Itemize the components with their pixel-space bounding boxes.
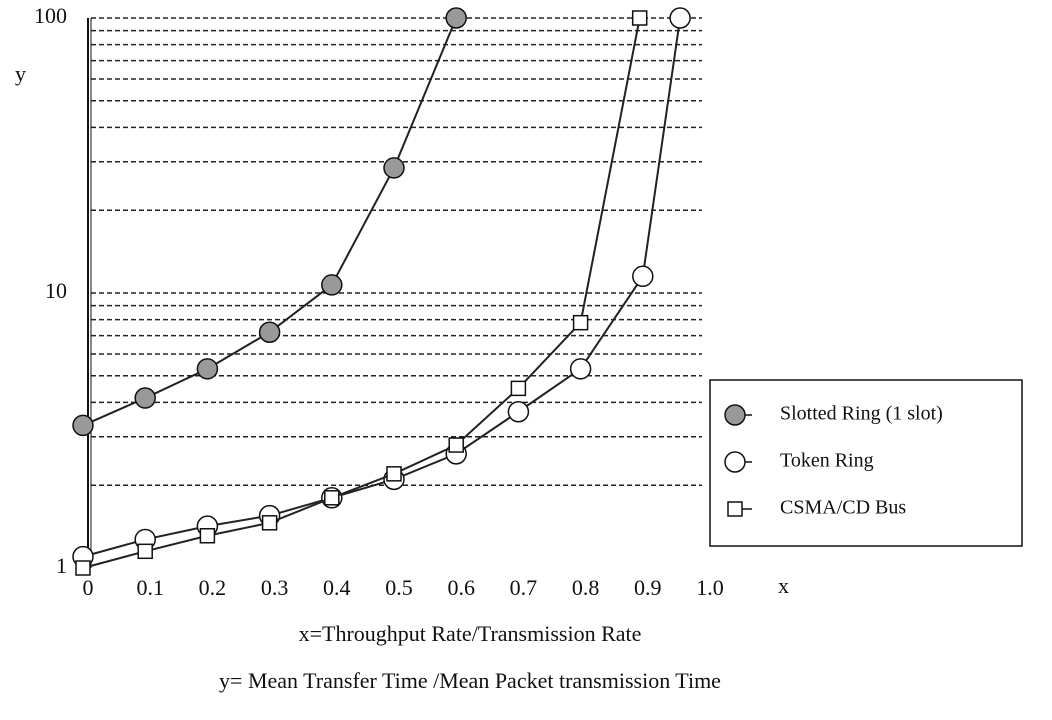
legend-label: Token Ring: [780, 450, 874, 472]
point: [572, 314, 589, 331]
point: [258, 321, 281, 343]
point: [321, 274, 343, 296]
point: [383, 157, 405, 179]
x-title: x=Throughput Rate/Transmission Rate: [299, 621, 642, 646]
point: [669, 7, 691, 29]
point: [134, 387, 156, 409]
point: [72, 414, 94, 437]
point: [199, 528, 216, 544]
point: [632, 265, 654, 288]
point: [324, 490, 340, 506]
point: [386, 466, 402, 482]
x-tick-label: 0.1: [136, 575, 164, 600]
point: [261, 515, 278, 531]
legend-marker: [727, 501, 743, 517]
x-tick-label: 0.2: [199, 575, 227, 600]
legend-label: CSMA/CD Bus: [780, 497, 906, 519]
x-tick-label: 0: [83, 575, 94, 600]
line: [82, 17, 641, 569]
x-tick-label: 0.9: [634, 575, 662, 600]
y-tick-label: 1: [56, 553, 67, 578]
x-tick-label: 0.5: [385, 575, 413, 600]
x-axis-label: x: [778, 573, 789, 598]
legend-box: [709, 379, 1023, 547]
y-title: y= Mean Transfer Time /Mean Packet trans…: [219, 668, 721, 693]
x-tick-label: 0.6: [447, 575, 475, 600]
y-axis-label: y: [15, 61, 26, 86]
point: [445, 7, 467, 29]
point: [631, 10, 648, 26]
line: [82, 17, 682, 558]
legend-marker: [724, 404, 746, 426]
y-tick-label: 100: [34, 3, 67, 28]
point: [507, 400, 530, 423]
point: [137, 543, 153, 560]
point: [510, 380, 527, 397]
x-tick-label: 1.0: [696, 575, 724, 600]
x-tick-label: 0.4: [323, 575, 351, 600]
legend-marker: [724, 451, 746, 473]
x-tick-label: 0.7: [510, 575, 538, 600]
point: [75, 560, 91, 576]
x-tick-label: 0.3: [261, 575, 289, 600]
legend-label: Slotted Ring (1 slot): [780, 403, 943, 425]
x-tick-label: 0.8: [572, 575, 600, 600]
y-tick-label: 10: [45, 278, 67, 303]
point: [196, 358, 219, 380]
point: [448, 437, 464, 453]
point: [569, 358, 592, 380]
